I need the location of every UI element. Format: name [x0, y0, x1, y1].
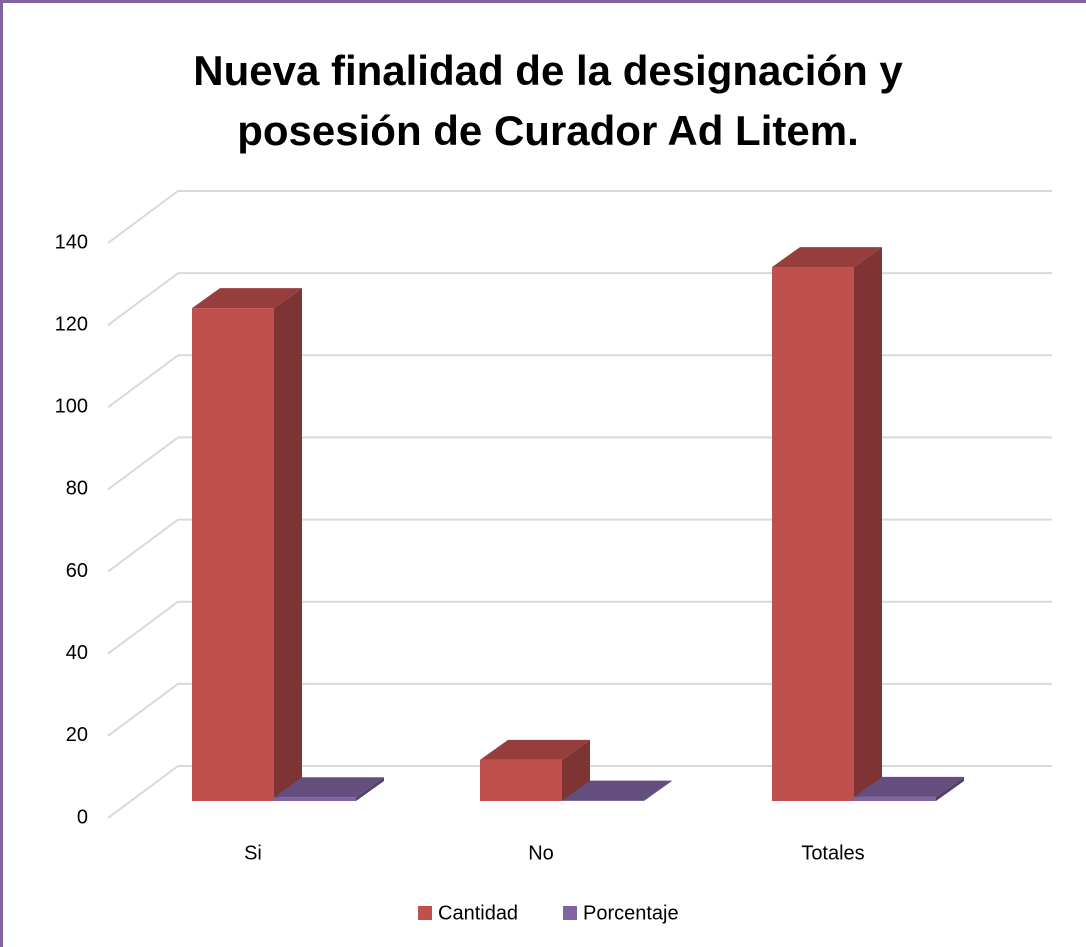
legend-label: Porcentaje	[583, 902, 679, 924]
x-tick-label: No	[528, 842, 554, 864]
legend-swatch	[563, 906, 577, 920]
y-tick-label: 120	[55, 313, 88, 335]
grid-line	[107, 190, 179, 244]
bar-side	[936, 776, 964, 801]
bar	[854, 796, 936, 801]
chart-title: Nueva finalidad de la designación y pose…	[193, 47, 903, 154]
grid-line	[107, 765, 179, 819]
bar-side	[356, 777, 384, 801]
bar-side	[274, 288, 302, 802]
x-tick-label: Totales	[801, 842, 864, 864]
grid-line	[107, 272, 179, 326]
grid-line	[107, 683, 179, 737]
y-tick-label: 20	[66, 724, 88, 746]
legend-label: Cantidad	[438, 902, 518, 924]
bar	[274, 797, 356, 801]
y-tick-label: 0	[77, 806, 88, 828]
grid-line	[107, 518, 179, 573]
bar-top	[274, 777, 384, 798]
legend-swatch	[418, 906, 432, 920]
bar-top	[192, 288, 302, 309]
bar	[772, 267, 854, 802]
y-tick-label: 140	[55, 231, 88, 253]
bar-side	[854, 247, 882, 802]
bar-top	[480, 739, 590, 760]
bar-side	[644, 780, 672, 801]
bar-top	[562, 780, 672, 801]
y-tick-label: 100	[55, 396, 88, 418]
bar-top	[854, 776, 964, 797]
y-tick-label: 60	[66, 560, 88, 582]
y-tick-label: 80	[66, 478, 88, 500]
grid-line	[107, 436, 179, 491]
bar	[480, 759, 562, 801]
y-tick-label: 40	[66, 642, 88, 664]
bar	[192, 308, 274, 801]
grid-line	[107, 600, 179, 655]
grid-line	[107, 354, 179, 409]
x-tick-label: Si	[244, 842, 262, 864]
bar-top	[772, 247, 882, 268]
